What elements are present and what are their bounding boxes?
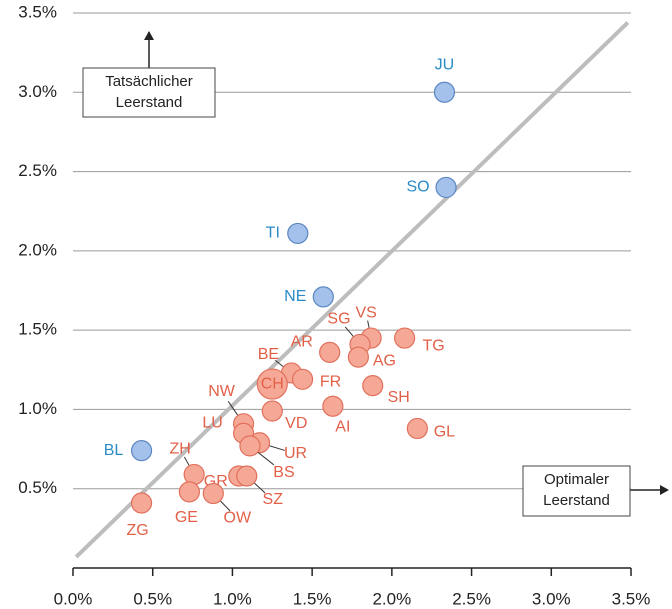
point-label: NE	[284, 288, 306, 305]
point	[291, 368, 314, 390]
point-label: UR	[284, 445, 307, 462]
point-label: AR	[291, 334, 313, 351]
point	[322, 395, 344, 417]
point-label: JU	[435, 57, 455, 74]
x-tick-label: 0.0%	[54, 589, 93, 608]
annotation-text: Tatsächlicher	[105, 73, 193, 90]
x-tick-label: 3.5%	[612, 589, 651, 608]
point	[130, 440, 153, 462]
point-label: GE	[175, 509, 198, 526]
point	[433, 81, 456, 103]
point-label: SH	[388, 389, 410, 406]
y-tick-label: 1.5%	[18, 320, 57, 339]
arrow-head	[144, 31, 154, 40]
point	[319, 341, 341, 363]
point-label: FR	[320, 374, 341, 391]
y-tick-label: 3.0%	[18, 82, 57, 101]
y-tick-label: 0.5%	[18, 478, 57, 497]
point	[362, 375, 384, 397]
point	[239, 435, 261, 457]
annotation-box	[82, 67, 216, 118]
point	[236, 465, 258, 487]
point-label: VS	[355, 304, 376, 321]
point-label: CH	[261, 375, 284, 392]
point-label: ZG	[126, 522, 148, 539]
x-tick-label: 1.0%	[213, 589, 252, 608]
x-tick-label: 2.0%	[372, 589, 411, 608]
point	[435, 176, 457, 199]
y-tick-label: 2.0%	[18, 240, 57, 259]
point-label: TI	[266, 225, 280, 242]
point-label: BL	[104, 442, 124, 459]
point	[261, 400, 283, 422]
x-tick-label: 2.5%	[452, 589, 491, 608]
trend-line	[74, 21, 630, 559]
point-label: GL	[434, 424, 455, 441]
point-label: BE	[258, 346, 279, 363]
point-label: LU	[202, 414, 222, 431]
point-label: BS	[273, 464, 294, 481]
point	[406, 417, 428, 440]
point	[130, 492, 153, 514]
point	[183, 463, 205, 486]
point-label: ZH	[170, 441, 191, 458]
point-label: OW	[224, 510, 252, 527]
point	[347, 346, 369, 368]
x-tick-label: 1.5%	[293, 589, 332, 608]
point	[394, 327, 416, 349]
point-label: VD	[285, 415, 307, 432]
point	[312, 286, 334, 308]
annotation-box	[522, 465, 631, 517]
y-tick-label: 1.0%	[18, 399, 57, 418]
x-tick-label: 3.0%	[532, 589, 571, 608]
point-label: NW	[208, 383, 236, 400]
annotations: Tatsächlicher Leerstand Optimaler Leerstand	[82, 31, 669, 517]
point	[256, 368, 288, 400]
point	[178, 481, 200, 503]
annotation-text: Optimaler	[544, 471, 609, 488]
arrow-head	[660, 485, 669, 495]
point-label: SO	[407, 179, 430, 196]
point-label: SG	[327, 311, 350, 328]
point	[202, 482, 224, 505]
point-label: TG	[423, 337, 445, 354]
annotation-text: Leerstand	[543, 492, 610, 509]
point-label: SZ	[263, 491, 284, 508]
y-tick-label: 2.5%	[18, 161, 57, 180]
point-label: AI	[335, 418, 350, 435]
annotation-text: Leerstand	[116, 94, 183, 111]
point-label: AG	[373, 352, 396, 369]
point	[287, 222, 309, 245]
marks: JU SO TI NE BL VS SG TG AR AG BE FR SH NW VD AI GL LU UR ZH…	[74, 21, 630, 559]
y-tick-label: 3.5%	[18, 2, 57, 21]
x-tick-label: 0.5%	[133, 589, 172, 608]
